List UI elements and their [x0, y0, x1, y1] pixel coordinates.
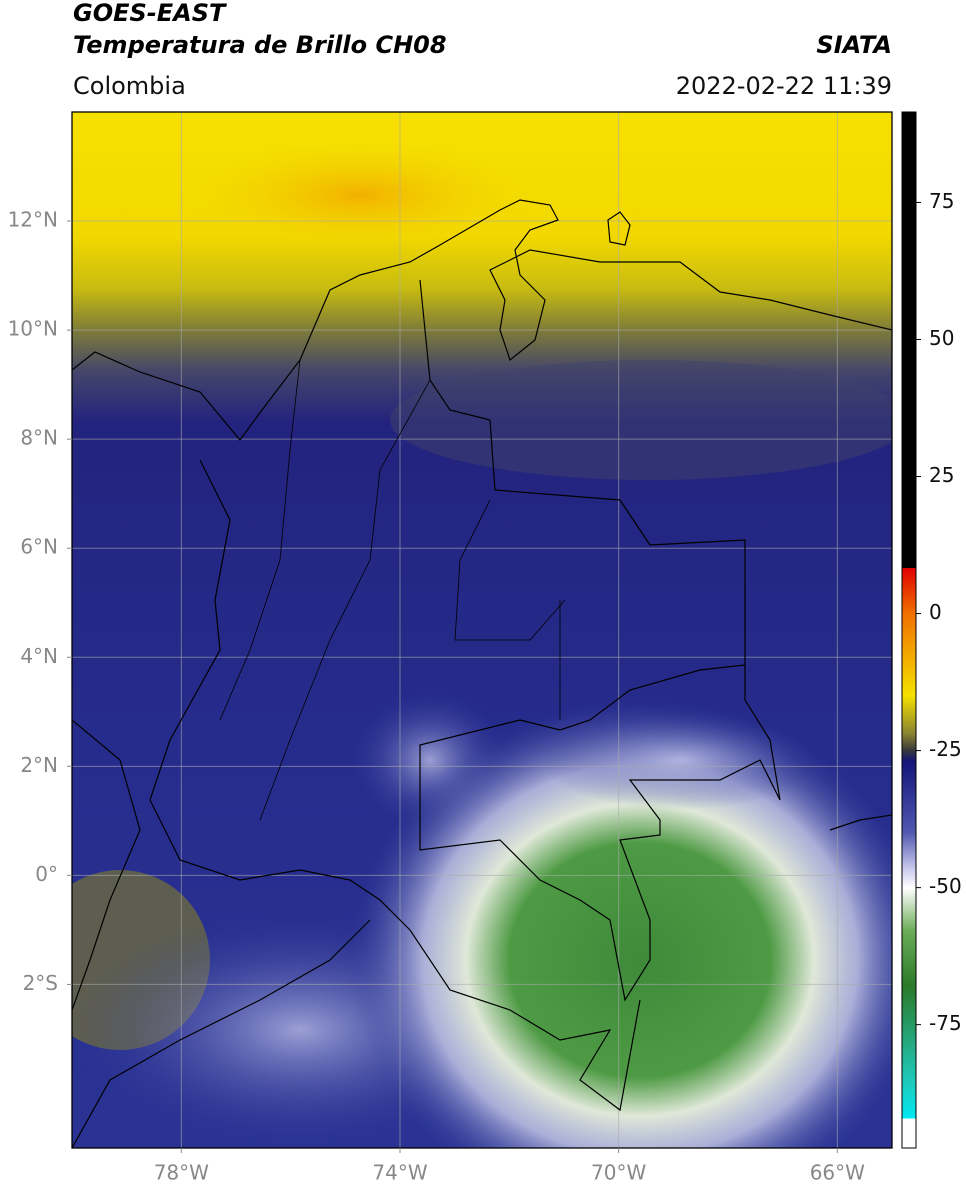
y-tick-label: 10°N — [8, 317, 58, 341]
region: Colombia — [73, 72, 186, 100]
datetime: 2022-02-22 11:39 — [676, 72, 892, 100]
colorbar-tick-label: 0 — [929, 600, 942, 624]
axes: 78°W 74°W 70°W 66°W 12°N 10°N 8°N 6°N 4°N 2°N 0° 2°… — [8, 189, 962, 1185]
colorbar-tick-label: -50 — [929, 874, 962, 898]
colorbar — [901, 111, 917, 1149]
graticule — [72, 112, 892, 1148]
colorbar-tick-label: 25 — [929, 463, 954, 487]
x-tick-label: 78°W — [154, 1161, 209, 1185]
map-frame — [71, 111, 893, 1149]
source: SIATA — [816, 31, 892, 59]
y-tick-label: 8°N — [20, 426, 58, 450]
y-tick-label: 4°N — [20, 644, 58, 668]
x-tick-label: 74°W — [372, 1161, 427, 1185]
boundaries — [72, 199, 892, 1148]
colorbar-tick-label: 50 — [929, 326, 954, 350]
y-tick-label: 0° — [35, 862, 58, 886]
x-tick-label: 66°W — [810, 1161, 865, 1185]
y-tick-label: 12°N — [8, 208, 58, 232]
y-tick-label: 2°S — [23, 971, 58, 995]
y-tick-label: 2°N — [20, 753, 58, 777]
satellite-image — [72, 112, 892, 1148]
x-tick-label: 70°W — [591, 1161, 646, 1185]
colorbar-tick-label: -75 — [929, 1011, 962, 1035]
title: GOES-EAST — [73, 0, 227, 27]
colorbar-tick-label: 75 — [929, 189, 954, 213]
y-tick-label: 6°N — [20, 535, 58, 559]
subtitle: Temperatura de Brillo CH08 — [73, 31, 447, 59]
colorbar-tick-label: -25 — [929, 737, 962, 761]
